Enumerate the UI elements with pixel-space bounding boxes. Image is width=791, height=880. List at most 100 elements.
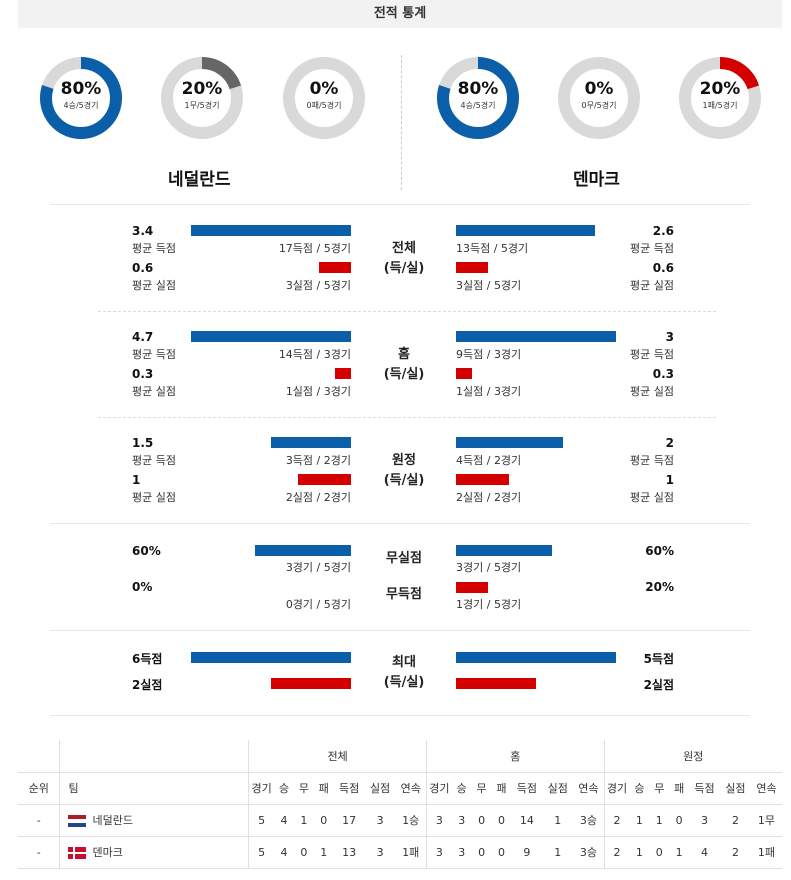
overall-5-cell: 3 bbox=[364, 836, 396, 869]
overall-4-cell: 17 bbox=[333, 804, 365, 837]
away-team-name: 덴마크 bbox=[573, 170, 620, 190]
away-games-label-sub: (득/실) bbox=[383, 473, 425, 488]
home-away-scored-bar bbox=[271, 437, 351, 448]
away-home-scored-bar bbox=[456, 331, 616, 342]
away-1-cell: 1 bbox=[629, 836, 650, 869]
home-home-scored-label: 평균 득점 bbox=[132, 348, 176, 361]
home-6-cell: 3승 bbox=[573, 836, 605, 869]
overall-6-cell: 1패 bbox=[395, 836, 427, 869]
team-name: 덴마크 bbox=[92, 846, 123, 859]
home-max-scored-bar bbox=[191, 652, 351, 663]
overall-6-cell: 1승 bbox=[395, 804, 427, 837]
failed-score-label: 무득점 bbox=[386, 587, 422, 602]
col-header: 경기 bbox=[248, 772, 275, 805]
col-header: 실점 bbox=[719, 772, 751, 805]
home-clean-sheet: 60% bbox=[132, 544, 161, 558]
home-draws-donut: 20% 1무/5경기 bbox=[159, 55, 245, 141]
away-losses-donut: 20% 1패/5경기 bbox=[677, 55, 763, 141]
away-home-conceded-count: 1실점 / 3경기 bbox=[456, 385, 522, 398]
away-games-label-main: 원정 bbox=[392, 453, 416, 468]
col-header: 무 bbox=[293, 772, 314, 805]
donut-ring bbox=[679, 57, 761, 139]
home-games-label-sub: (득/실) bbox=[383, 367, 425, 382]
home-2-cell: 0 bbox=[471, 836, 492, 869]
home-0-cell: 3 bbox=[425, 836, 452, 869]
denmark-flag-icon bbox=[68, 847, 87, 859]
col-header: 연속 bbox=[750, 772, 782, 805]
donut-percent: 80% bbox=[60, 79, 102, 99]
donut-ring bbox=[283, 57, 365, 139]
donut-arc bbox=[679, 57, 761, 139]
home-clean-sheet-bar bbox=[255, 545, 351, 556]
home-away-conceded: 1 bbox=[132, 473, 141, 487]
row-rank: - bbox=[18, 836, 60, 869]
home-games-label: 홈 (득/실) bbox=[374, 345, 434, 385]
col-header: 무 bbox=[649, 772, 670, 805]
overall-1-cell: 4 bbox=[274, 836, 294, 869]
away-away-conceded-count: 2실점 / 2경기 bbox=[456, 491, 522, 504]
away-5-cell: 2 bbox=[719, 804, 751, 837]
home-home-scored-count: 14득점 / 3경기 bbox=[278, 348, 351, 361]
standings-table: 전체 홈 원정 순위 팀 경기 승 무 패 득점 실점 연속 경기 승 무 패 득점 실점 연속 경기 승 무 패… bbox=[18, 740, 782, 869]
col-header: 연속 bbox=[395, 772, 427, 805]
col-header: 득점 bbox=[333, 772, 365, 805]
away-overall-scored: 2.6 bbox=[652, 224, 674, 238]
col-header: 실점 bbox=[542, 772, 574, 805]
home-0-cell: 3 bbox=[425, 804, 452, 837]
col-header: 승 bbox=[451, 772, 472, 805]
home-6-cell: 3승 bbox=[573, 804, 605, 837]
home-3-cell: 0 bbox=[491, 804, 512, 837]
away-5-cell: 2 bbox=[719, 836, 751, 869]
home-5-cell: 1 bbox=[542, 836, 574, 869]
home-4-cell: 9 bbox=[511, 836, 543, 869]
overall-2-cell: 0 bbox=[293, 836, 314, 869]
home-overall-conceded-label: 평균 실점 bbox=[132, 279, 176, 292]
donut-track bbox=[558, 57, 640, 139]
home-overall-scored-label: 평균 득점 bbox=[132, 242, 176, 255]
col-header: 패 bbox=[313, 772, 334, 805]
donut-arc bbox=[161, 57, 243, 139]
table-row: - 덴마크 5 4 0 1 13 3 1패 3 3 0 0 9 1 3승 2 1 0 1 4 2 1패 bbox=[18, 836, 782, 869]
donut-percent: 20% bbox=[181, 79, 223, 99]
home-5-cell: 1 bbox=[542, 804, 574, 837]
page-title: 전적 통계 bbox=[18, 0, 782, 28]
home-home-conceded: 0.3 bbox=[132, 367, 154, 381]
home-home-scored-bar bbox=[191, 331, 351, 342]
home-failed-score: 0% bbox=[132, 580, 153, 594]
home-overall-conceded-count: 3실점 / 5경기 bbox=[285, 279, 351, 292]
home-overall-conceded-bar bbox=[319, 262, 351, 273]
donut-percent: 0% bbox=[309, 79, 339, 99]
donut-percent: 20% bbox=[699, 79, 741, 99]
divider bbox=[50, 523, 750, 524]
home-max-scored: 6득점 bbox=[132, 652, 163, 666]
away-home-scored: 3 bbox=[665, 330, 674, 344]
donut-ring bbox=[558, 57, 640, 139]
away-0-cell: 2 bbox=[603, 804, 630, 837]
home-wins-donut: 80% 4승/5경기 bbox=[38, 55, 124, 141]
group-header-away: 원정 bbox=[603, 740, 782, 773]
col-rank: 순위 bbox=[18, 772, 60, 805]
away-4-cell: 3 bbox=[689, 804, 720, 837]
away-games-label: 원정 (득/실) bbox=[374, 451, 434, 491]
max-label-main: 최대 bbox=[392, 655, 416, 670]
away-clean-sheet-count: 3경기 / 5경기 bbox=[456, 561, 522, 574]
divider bbox=[50, 715, 750, 716]
overall-0-cell: 5 bbox=[248, 836, 275, 869]
home-away-scored-label: 평균 득점 bbox=[132, 454, 176, 467]
home-2-cell: 0 bbox=[471, 804, 492, 837]
home-1-cell: 3 bbox=[451, 836, 472, 869]
away-overall-scored-count: 13득점 / 5경기 bbox=[456, 242, 529, 255]
home-overall-scored-bar bbox=[191, 225, 351, 236]
away-overall-conceded: 0.6 bbox=[652, 261, 674, 275]
netherlands-flag-icon bbox=[68, 815, 87, 827]
home-away-conceded-label: 평균 실점 bbox=[132, 491, 176, 504]
overall-label-sub: (득/실) bbox=[383, 261, 425, 276]
away-4-cell: 4 bbox=[689, 836, 720, 869]
home-away-scored-count: 3득점 / 2경기 bbox=[285, 454, 351, 467]
home-home-scored: 4.7 bbox=[132, 330, 154, 344]
overall-4-cell: 13 bbox=[333, 836, 365, 869]
overall-5-cell: 3 bbox=[364, 804, 396, 837]
away-home-conceded-label: 평균 실점 bbox=[630, 385, 674, 398]
col-header: 경기 bbox=[425, 772, 452, 805]
row-team: 네덜란드 bbox=[59, 804, 249, 837]
